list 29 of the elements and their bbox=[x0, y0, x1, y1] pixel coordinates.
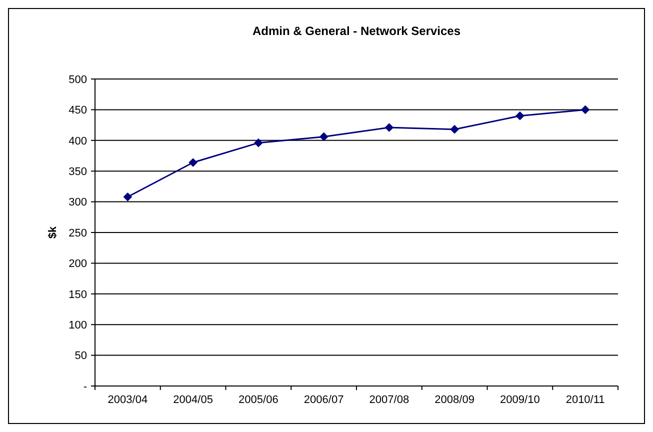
x-tick-label: 2003/04 bbox=[108, 394, 148, 406]
point bbox=[123, 192, 132, 202]
point bbox=[384, 123, 394, 132]
y-tick-label: 100 bbox=[68, 319, 87, 332]
y-axis-title: $k bbox=[47, 226, 59, 239]
x-tick-label: 2006/07 bbox=[304, 394, 344, 406]
point bbox=[319, 132, 328, 142]
x-tick-label: 2009/10 bbox=[500, 394, 540, 406]
y-tick-label: 250 bbox=[68, 227, 87, 240]
x-tick-label: 2005/06 bbox=[238, 394, 278, 406]
x-tick-label: 2007/08 bbox=[369, 394, 410, 406]
x-tick-label: 2008/09 bbox=[434, 394, 474, 406]
point bbox=[188, 158, 198, 167]
point bbox=[254, 138, 263, 148]
x-tick-label: 2010/11 bbox=[566, 394, 605, 406]
y-tick-label: 450 bbox=[68, 104, 87, 117]
y-tick-label: 500 bbox=[68, 74, 87, 86]
y-tick-label: 400 bbox=[68, 135, 87, 148]
y-tick-label: 200 bbox=[68, 258, 87, 270]
point bbox=[580, 105, 590, 114]
y-tick-label: 150 bbox=[68, 288, 87, 301]
x-tick-label: 2004/05 bbox=[173, 394, 213, 406]
y-tick-label: 350 bbox=[68, 166, 87, 178]
y-tick-label: - bbox=[83, 380, 88, 393]
y-tick-label: 50 bbox=[74, 350, 87, 362]
point bbox=[516, 111, 524, 120]
y-tick-label: 300 bbox=[68, 196, 87, 209]
point bbox=[450, 124, 459, 134]
chart-title: Admin & General - Network Services bbox=[252, 24, 461, 38]
